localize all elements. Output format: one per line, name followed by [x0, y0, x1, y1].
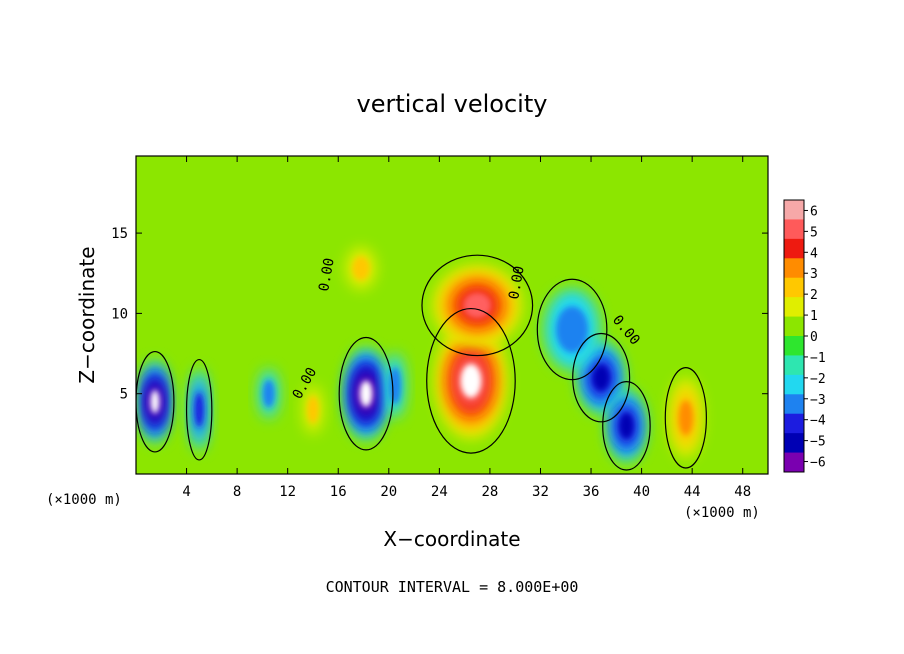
- contour-line: [338, 336, 394, 451]
- colorbar-tick-label: −5: [810, 435, 826, 450]
- contour-interval-note: CONTOUR INTERVAL = 8.000E+00: [326, 578, 579, 596]
- updraft-core: [460, 363, 482, 398]
- colorbar-tick-label: −3: [810, 393, 826, 408]
- colorbar-tick-label: −1: [810, 351, 826, 366]
- colorbar-swatch: [784, 336, 804, 356]
- colorbar-swatch: [784, 238, 804, 259]
- y-tick-label: 15: [111, 226, 128, 242]
- contour-line: [136, 350, 175, 453]
- colorbar-tick-label: 2: [810, 288, 818, 303]
- contour-line: [536, 278, 608, 381]
- contour-line: [421, 254, 534, 357]
- y-axis-title: Z−coordinate: [75, 246, 99, 383]
- x-tick-label: 4: [182, 484, 190, 500]
- y-axis-ticks: 5 10 15: [111, 226, 768, 403]
- updraft-cell: [669, 377, 703, 458]
- velocity-field: [136, 156, 768, 474]
- updraft-core: [463, 292, 492, 319]
- contour-line: [572, 332, 631, 423]
- colorbar-swatch: [784, 200, 804, 220]
- colorbar-tick-label: 4: [810, 246, 818, 261]
- x-tick-label: 8: [233, 484, 241, 500]
- updraft-cell: [433, 265, 522, 346]
- colorbar-swatch: [784, 297, 804, 318]
- x-tick-label: 28: [481, 484, 498, 500]
- x-axis-title: X−coordinate: [383, 527, 520, 551]
- contour-label: 0.00: [316, 257, 338, 293]
- downdraft-core: [150, 390, 160, 414]
- downdraft-core: [619, 413, 634, 439]
- colorbar-swatch: [784, 433, 804, 454]
- colorbar-swatch: [784, 355, 804, 376]
- x-tick-label: 48: [734, 484, 751, 500]
- downdraft-core: [194, 392, 204, 428]
- downdraft-core: [556, 306, 589, 353]
- colorbar-tick-label: −2: [810, 372, 826, 387]
- chart-title: vertical velocity: [357, 90, 548, 118]
- downdraft-cell: [344, 348, 388, 439]
- colorbar-ticks: 6 5 4 3 2 1 0 −1 −2 −3 −4 −5 −6: [804, 204, 826, 471]
- colorbar-tick-label: 5: [810, 225, 818, 240]
- colorbar-tick-label: 6: [810, 204, 818, 219]
- updraft-core: [352, 256, 370, 281]
- x-unit-label-right: (×1000 m): [684, 505, 760, 521]
- colorbar-tick-label: 1: [810, 309, 818, 324]
- contour-label: 0.00: [506, 265, 528, 301]
- downdraft-cell: [544, 289, 600, 370]
- downdraft-cell: [189, 369, 210, 450]
- updraft-core: [307, 395, 319, 424]
- colorbar-swatch: [784, 258, 804, 279]
- contour-line: [602, 381, 651, 471]
- x-tick-label: 24: [431, 484, 448, 500]
- updraft-cell: [435, 323, 507, 439]
- contour-line: [664, 366, 707, 469]
- contour-line: [185, 358, 213, 461]
- downdraft-cell: [139, 361, 171, 442]
- x-tick-label: 20: [380, 484, 397, 500]
- colorbar-swatch: [784, 316, 804, 337]
- updraft-cell: [302, 385, 324, 434]
- y-tick-label: 5: [120, 387, 128, 403]
- x-tick-label: 40: [633, 484, 650, 500]
- colorbar-tick-label: −4: [810, 414, 826, 429]
- x-axis-ticks: 4 8 12 16 20 24 28 32 36 40 44 48: [182, 156, 751, 500]
- colorbar-swatch: [784, 452, 804, 473]
- downdraft-core: [262, 379, 275, 408]
- downdraft-core: [359, 380, 373, 407]
- colorbar: 6 5 4 3 2 1 0 −1 −2 −3 −4 −5 −6: [783, 199, 826, 473]
- x-tick-label: 36: [583, 484, 600, 500]
- x-unit-label-left: (×1000 m): [46, 492, 122, 508]
- x-tick-label: 32: [532, 484, 549, 500]
- colorbar-swatch: [784, 277, 804, 298]
- x-tick-label: 16: [330, 484, 347, 500]
- colorbar-tick-label: 3: [810, 267, 818, 282]
- updraft-core: [678, 400, 693, 436]
- colorbar-swatch: [784, 394, 804, 415]
- zero-contours: [136, 254, 707, 471]
- contour-line: [426, 307, 516, 454]
- updraft-cell: [345, 247, 377, 290]
- downdraft-cell: [258, 369, 279, 418]
- plot-frame: [135, 155, 769, 475]
- downdraft-cell: [607, 390, 646, 462]
- colorbar-swatch: [784, 374, 804, 395]
- x-tick-label: 12: [279, 484, 296, 500]
- plot-area: 0.00 0.00 0.00 0.00 4 8 12 16 20 24 28 32 36 40 44…: [111, 155, 769, 500]
- colorbar-swatches: [784, 200, 804, 473]
- colorbar-tick-label: 0: [810, 330, 818, 345]
- colorbar-swatch: [784, 219, 804, 240]
- downdraft-core: [592, 364, 610, 391]
- x-tick-label: 44: [684, 484, 701, 500]
- colorbar-tick-label: −6: [810, 456, 826, 471]
- y-tick-label: 10: [111, 306, 128, 322]
- colorbar-swatch: [784, 413, 804, 434]
